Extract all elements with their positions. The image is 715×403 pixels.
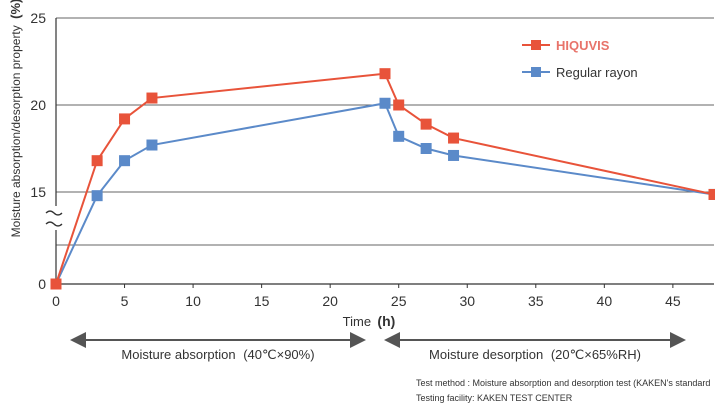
legend-swatch-marker-hiquvis	[531, 40, 541, 50]
absorption-label: Moisture absorption	[121, 347, 235, 362]
legend-swatch-marker-regular-rayon	[531, 67, 541, 77]
data-point-regular-rayon	[448, 149, 460, 161]
x-tick-label: 45	[665, 293, 681, 309]
x-tick-label: 20	[322, 293, 338, 309]
phase-desorption: Moisture desorption (20℃×65%RH)	[384, 332, 686, 362]
data-point-hiquvis	[448, 132, 460, 144]
y-tick-labels: 0 15 20 25	[30, 10, 46, 292]
series-hiquvis	[50, 68, 715, 290]
x-tick-label: 30	[459, 293, 475, 309]
data-point-hiquvis	[379, 68, 391, 80]
desorption-label: Moisture desorption	[429, 347, 543, 362]
legend: HIQUVIS Regular rayon	[522, 38, 638, 80]
legend-label-hiquvis: HIQUVIS	[556, 38, 610, 53]
x-tick-labels: 0 5 10 15 20 25 30 35 40 45	[52, 284, 681, 309]
grid	[56, 17, 714, 246]
phase-absorption: Moisture absorption (40℃×90%)	[70, 332, 366, 362]
x-tick-label: 5	[121, 293, 129, 309]
data-point-regular-rayon	[379, 97, 391, 109]
y-tick-label: 0	[38, 276, 46, 292]
series-layer	[50, 68, 715, 290]
data-point-regular-rayon	[119, 155, 131, 167]
data-point-regular-rayon	[91, 190, 103, 202]
x-tick-label: 15	[254, 293, 270, 309]
x-tick-label: 40	[597, 293, 613, 309]
x-tick-label: 10	[185, 293, 201, 309]
svg-text:Moisture absorption (40℃: Moisture absorption (40℃×90%)	[121, 347, 314, 362]
data-point-regular-rayon	[420, 143, 432, 154]
data-point-hiquvis	[91, 155, 103, 167]
test-method-note: Test method : Moisture absorption and de…	[416, 378, 711, 388]
x-tick-label: 25	[391, 293, 407, 309]
x-tick-label: 35	[528, 293, 544, 309]
svg-text:Moisture desorption (20℃: Moisture desorption (20℃×65%RH)	[429, 347, 641, 362]
x-axis-title: Time (h)	[343, 313, 396, 329]
y-tick-label: 15	[30, 184, 46, 200]
testing-facility-note: Testing facility: KAKEN TEST CENTER	[416, 393, 573, 403]
data-point-hiquvis	[146, 92, 158, 104]
data-point-hiquvis	[119, 113, 131, 125]
data-point-hiquvis	[50, 278, 62, 290]
y-tick-label: 25	[30, 10, 46, 26]
axis-break-marker	[44, 206, 68, 230]
series-regular-rayon	[50, 97, 715, 290]
series-line-regular-rayon	[55, 102, 715, 285]
desorption-condition: (20℃×65%RH)	[551, 347, 641, 362]
absorption-condition: (40℃×90%)	[243, 347, 314, 362]
y-axis-title: Moisture absorption/desorption property …	[8, 0, 23, 237]
x-tick-label: 0	[52, 293, 60, 309]
axes	[55, 18, 714, 285]
data-point-hiquvis	[393, 99, 405, 111]
data-point-hiquvis	[420, 118, 432, 130]
legend-label-regular-rayon: Regular rayon	[556, 65, 638, 80]
data-point-regular-rayon	[393, 130, 405, 142]
y-tick-label: 20	[30, 97, 46, 113]
data-point-hiquvis	[708, 188, 715, 200]
data-point-regular-rayon	[146, 139, 158, 151]
